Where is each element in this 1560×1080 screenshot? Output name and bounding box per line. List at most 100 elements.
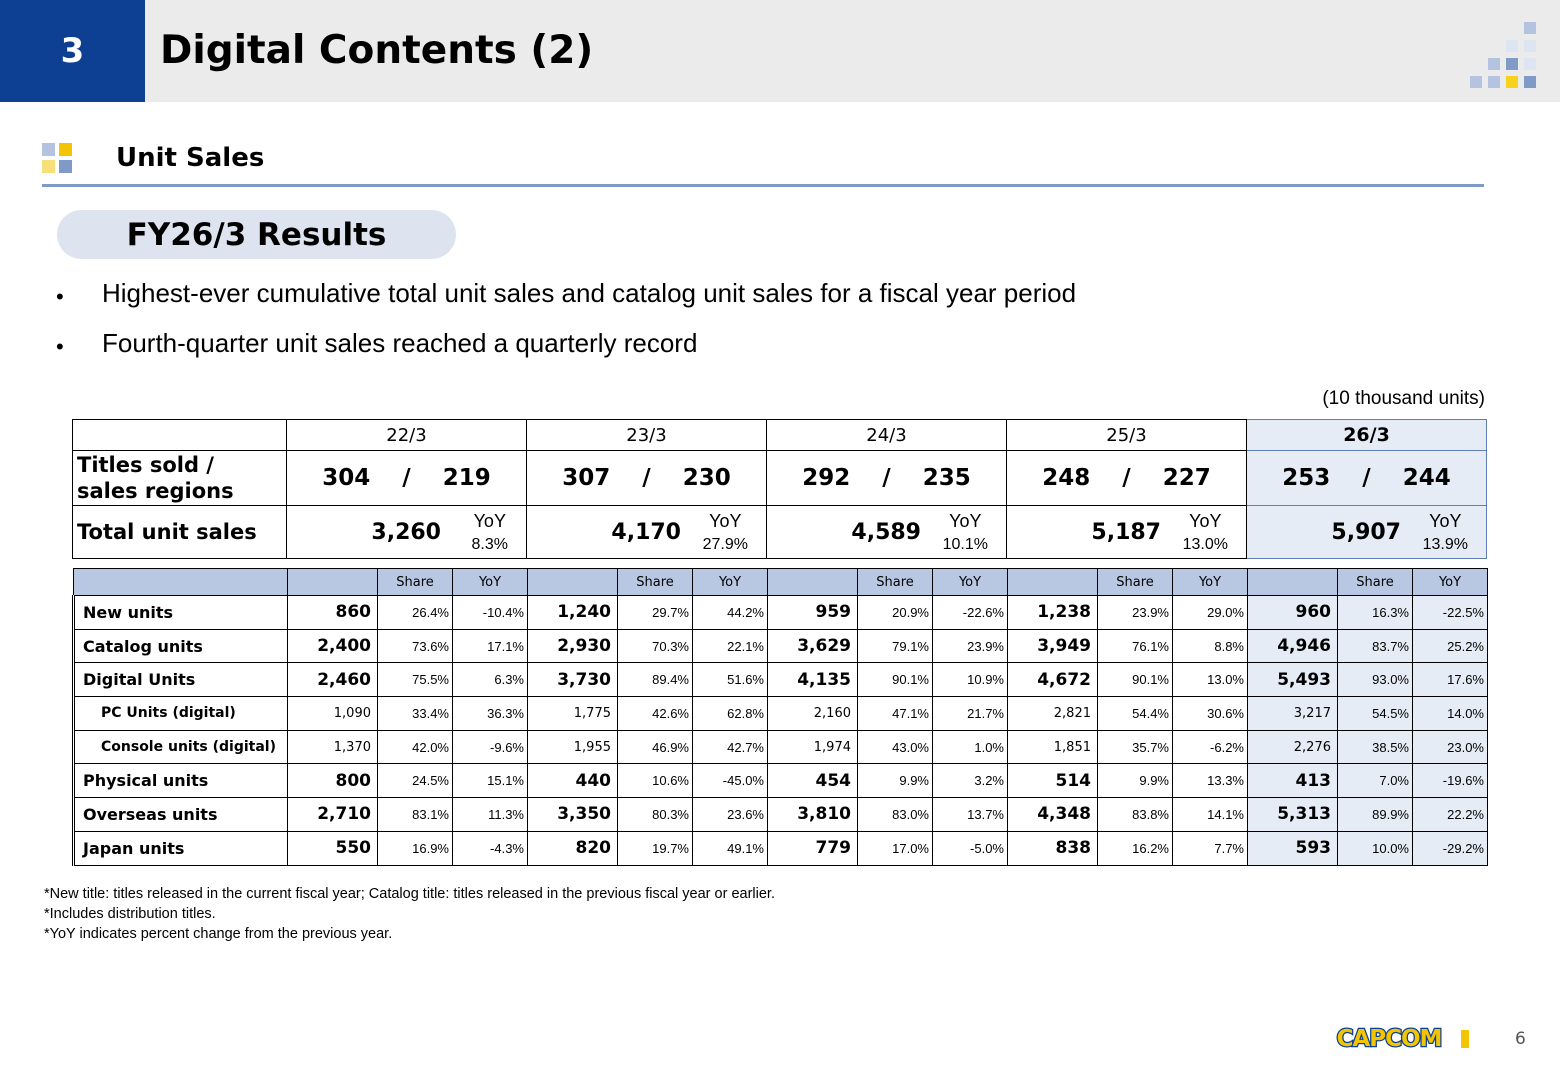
unit-value: 2,400 — [287, 628, 378, 664]
unit-value: 3,629 — [767, 628, 858, 664]
year-header: 22/3 — [286, 419, 527, 451]
share-value: 89.4% — [617, 662, 693, 698]
yoy-value: 27.9% — [702, 536, 748, 553]
detail-row: Physical units 800 24.5% 15.1% 440 10.6% -45.0… — [72, 763, 1488, 799]
total-cell: 4,589 YoY 10.1% — [766, 505, 1007, 559]
share-value: 83.7% — [1337, 628, 1413, 664]
footnote: *YoY indicates percent change from the p… — [44, 926, 393, 942]
yoy-label: YoY — [1429, 511, 1462, 531]
total-yoy: YoY 8.3% — [472, 509, 508, 557]
share-value: 73.6% — [377, 628, 453, 664]
detail-table: Share YoY Share YoY Share YoY Share YoY Share YoY… — [72, 568, 1488, 866]
page-title: Digital Contents (2) — [160, 28, 594, 73]
unit-value: 2,930 — [527, 628, 618, 664]
yoy-value: 17.1% — [452, 628, 528, 664]
share-value: 26.4% — [377, 595, 453, 630]
share-value: 79.1% — [857, 628, 933, 664]
titles-value: 292 / 235 — [766, 450, 1007, 506]
unit-value: 800 — [287, 763, 378, 799]
unit-value: 440 — [527, 763, 618, 799]
total-cell: 5,187 YoY 13.0% — [1006, 505, 1247, 559]
row-label: New units — [72, 595, 288, 630]
row-label: PC Units (digital) — [72, 696, 288, 731]
unit-value: 4,946 — [1247, 628, 1338, 664]
logo-accent-bar — [1461, 1030, 1469, 1048]
titles-row: Titles sold / sales regions 304 / 219 30… — [72, 450, 1487, 506]
unit-value: 1,974 — [767, 729, 858, 765]
unit-value: 550 — [287, 830, 378, 866]
year-header-current: 26/3 — [1246, 419, 1487, 451]
yoy-value: 14.1% — [1172, 797, 1248, 832]
share-column-header: Share — [857, 568, 933, 596]
year-header: 23/3 — [526, 419, 767, 451]
yoy-value: 11.3% — [452, 797, 528, 832]
unit-value: 1,955 — [527, 729, 618, 765]
unit-value: 2,710 — [287, 797, 378, 832]
share-value: 19.7% — [617, 830, 693, 866]
unit-value: 454 — [767, 763, 858, 799]
detail-header-value-blank — [767, 568, 858, 596]
yoy-value: -45.0% — [692, 763, 768, 799]
unit-value: 4,672 — [1007, 662, 1098, 698]
total-value: 4,589 — [851, 520, 921, 545]
yoy-value: 51.6% — [692, 662, 768, 698]
share-value: 33.4% — [377, 696, 453, 731]
detail-header-value-blank — [1007, 568, 1098, 596]
footnotes: *New title: titles released in the curre… — [44, 884, 775, 944]
yoy-value: -22.5% — [1412, 595, 1488, 630]
total-row: Total unit sales 3,260 YoY 8.3% 4,170 YoY… — [72, 505, 1487, 559]
yoy-label: YoY — [949, 511, 982, 531]
unit-value: 3,949 — [1007, 628, 1098, 664]
unit-value: 959 — [767, 595, 858, 630]
unit-value: 3,810 — [767, 797, 858, 832]
total-yoy: YoY 27.9% — [703, 509, 748, 557]
unit-value: 860 — [287, 595, 378, 630]
yoy-value: 23.6% — [692, 797, 768, 832]
detail-row: Catalog units 2,400 73.6% 17.1% 2,930 70.3% 22… — [72, 628, 1488, 664]
detail-row: New units 860 26.4% -10.4% 1,240 29.7% 44.2% 95… — [72, 595, 1488, 630]
unit-value: 3,350 — [527, 797, 618, 832]
yoy-value: -5.0% — [932, 830, 1008, 866]
yoy-value: -10.4% — [452, 595, 528, 630]
share-value: 83.1% — [377, 797, 453, 832]
unit-value: 1,775 — [527, 696, 618, 731]
titles-value: 253 / 244 — [1246, 450, 1487, 506]
yoy-value: -22.6% — [932, 595, 1008, 630]
titles-value: 248 / 227 — [1006, 450, 1247, 506]
detail-row: Overseas units 2,710 83.1% 11.3% 3,350 80.3% 2… — [72, 797, 1488, 832]
total-yoy: YoY 13.0% — [1183, 509, 1228, 557]
yoy-value: 13.9% — [1422, 536, 1468, 553]
unit-value: 779 — [767, 830, 858, 866]
summary-table: 22/3 23/3 24/3 25/3 26/3 Titles sold / s… — [72, 419, 1487, 559]
unit-value: 1,090 — [287, 696, 378, 731]
yoy-value: 49.1% — [692, 830, 768, 866]
yoy-value: 8.8% — [1172, 628, 1248, 664]
share-value: 90.1% — [857, 662, 933, 698]
yoy-value: 3.2% — [932, 763, 1008, 799]
yoy-value: -9.6% — [452, 729, 528, 765]
unit-value: 4,135 — [767, 662, 858, 698]
detail-header-row: Share YoY Share YoY Share YoY Share YoY Share YoY — [73, 568, 1488, 596]
row-label: Catalog units — [72, 628, 288, 664]
unit-value: 2,460 — [287, 662, 378, 698]
total-cell: 3,260 YoY 8.3% — [286, 505, 527, 559]
unit-value: 3,730 — [527, 662, 618, 698]
share-value: 46.9% — [617, 729, 693, 765]
unit-value: 5,493 — [1247, 662, 1338, 698]
detail-header-value-blank — [527, 568, 618, 596]
yoy-value: 1.0% — [932, 729, 1008, 765]
page-header: 3 Digital Contents (2) — [0, 0, 1560, 102]
total-yoy: YoY 10.1% — [943, 509, 988, 557]
unit-value: 2,821 — [1007, 696, 1098, 731]
share-value: 9.9% — [857, 763, 933, 799]
share-value: 93.0% — [1337, 662, 1413, 698]
capcom-logo: CAPCOM — [1335, 1025, 1443, 1052]
unit-value: 413 — [1247, 763, 1338, 799]
unit-value: 1,851 — [1007, 729, 1098, 765]
yoy-value: 13.0% — [1182, 536, 1228, 553]
yoy-value: 15.1% — [452, 763, 528, 799]
total-value: 4,170 — [611, 520, 681, 545]
row-label: Physical units — [72, 763, 288, 799]
share-value: 89.9% — [1337, 797, 1413, 832]
year-header: 25/3 — [1006, 419, 1247, 451]
